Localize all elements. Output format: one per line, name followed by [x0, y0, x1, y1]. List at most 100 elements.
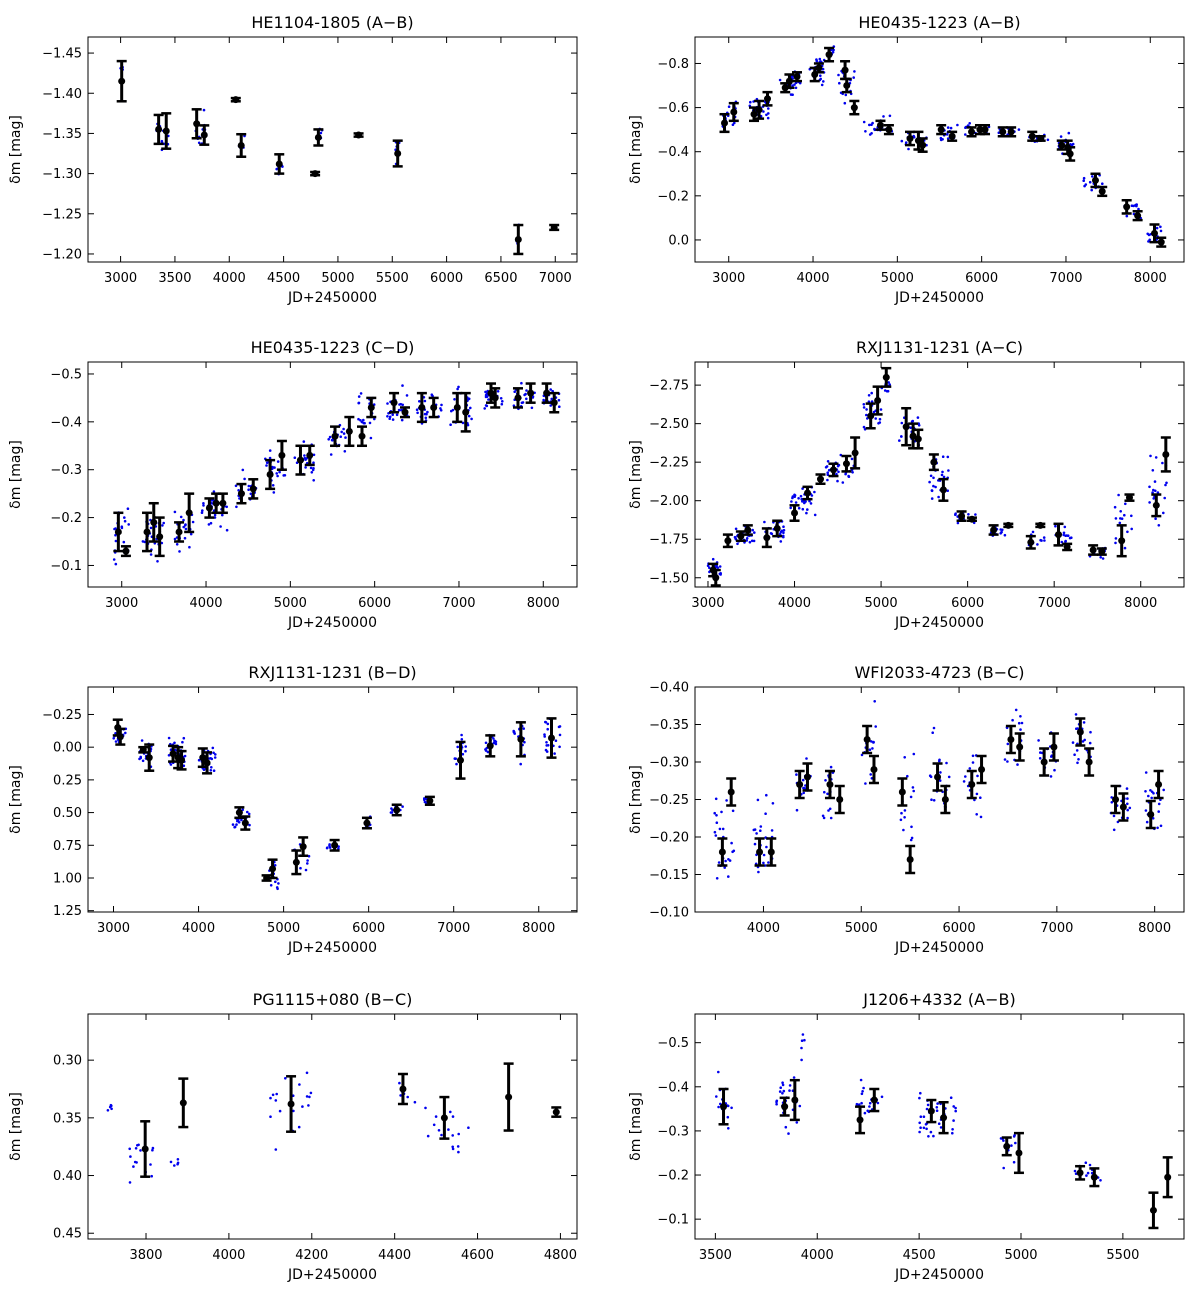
y-axis-label: δm [mag]: [628, 440, 644, 509]
y-tick-label: −0.6: [657, 101, 689, 116]
scatter-point: [426, 1134, 430, 1138]
scatter-point: [424, 1106, 427, 1110]
binned-point: [401, 408, 409, 416]
scatter-point: [911, 786, 915, 789]
scatter-point: [752, 539, 756, 543]
scatter-point: [114, 732, 117, 735]
binned-point: [456, 756, 464, 764]
scatter-point: [134, 1147, 138, 1150]
scatter-point: [903, 809, 907, 812]
scatter-point: [868, 133, 872, 136]
y-tick-label: −0.2: [50, 511, 82, 526]
scatter-point: [782, 531, 785, 535]
binned-point: [266, 471, 274, 478]
binned-point: [145, 754, 153, 762]
scatter-point: [966, 124, 970, 127]
scatter-point: [945, 133, 949, 136]
y-tick-label: −2.75: [649, 379, 689, 394]
scatter-point: [554, 739, 558, 742]
scatter-point: [936, 1102, 939, 1105]
scatter-point: [312, 461, 315, 465]
scatter-point: [128, 1181, 132, 1184]
scatter-point: [455, 762, 458, 766]
scatter-point: [1083, 184, 1086, 188]
scatter-point: [327, 438, 331, 441]
scatter-point: [202, 502, 205, 505]
scatter-point: [1144, 771, 1148, 774]
scatter-point: [1159, 229, 1163, 233]
binned-point: [1040, 758, 1048, 766]
scatter-point: [851, 471, 854, 474]
x-tick-label: 5500: [1106, 1248, 1139, 1263]
scatter-point: [767, 107, 770, 110]
scatter-point: [900, 421, 904, 425]
binned-point: [1076, 728, 1084, 736]
binned-point: [150, 518, 158, 526]
scatter-point: [1077, 758, 1080, 761]
scatter-point: [424, 416, 428, 420]
scatter-point: [278, 470, 281, 474]
x-tick-label: 8000: [1134, 271, 1167, 286]
scatter-point: [546, 722, 550, 726]
scatter-point: [546, 727, 549, 731]
scatter-point: [122, 540, 126, 544]
binned-point: [750, 110, 758, 118]
scatter-point: [1157, 524, 1161, 527]
scatter-point: [946, 126, 950, 129]
scatter-point: [200, 511, 204, 514]
scatter-point: [714, 834, 718, 837]
scatter-point: [937, 495, 940, 499]
scatter-point: [951, 1131, 954, 1135]
scatter-point: [236, 819, 239, 823]
scatter-point: [798, 81, 802, 85]
binned-point: [791, 509, 799, 517]
binned-point: [203, 759, 211, 767]
scatter-point: [151, 1148, 154, 1152]
scatter-point: [823, 790, 826, 794]
x-tick-label: 3500: [158, 271, 191, 286]
x-tick-label: 8000: [1124, 596, 1157, 611]
scatter-point: [413, 1100, 417, 1104]
scatter-point: [778, 1090, 782, 1093]
scatter-point: [974, 513, 977, 516]
scatter-point: [1118, 521, 1122, 525]
scatter-point: [169, 1160, 173, 1164]
scatter-point: [723, 866, 726, 869]
scatter-point: [954, 1106, 957, 1110]
scatter-point: [928, 774, 932, 777]
scatter-point: [822, 816, 826, 820]
y-tick-label: −0.3: [50, 463, 82, 478]
scatter-point: [1062, 533, 1065, 537]
panel-4: 3000 4000 5000 6000 7000 8000 −2.75 −2.50 −2.25 −…: [628, 338, 1185, 631]
scatter-point: [797, 506, 801, 510]
y-tick-label: −1.45: [42, 47, 82, 62]
scatter-point: [720, 810, 723, 814]
scatter-point: [954, 513, 957, 517]
scatter-point: [819, 60, 822, 63]
scatter-point: [211, 746, 215, 750]
scatter-point: [109, 1103, 113, 1107]
scatter-point: [1112, 814, 1116, 818]
scatter-point: [275, 1092, 279, 1096]
scatter-point: [499, 397, 503, 400]
scatter-point: [484, 390, 487, 394]
scatter-point: [305, 1071, 309, 1075]
scatter-point: [339, 435, 343, 439]
scatter-point: [868, 1105, 871, 1108]
scatter-point: [863, 1111, 867, 1115]
x-tick-label: 8000: [522, 921, 555, 936]
binned-point: [851, 449, 859, 457]
scatter-point: [762, 110, 765, 113]
binned-point: [114, 528, 122, 536]
scatter-point: [173, 510, 177, 514]
scatter-point: [523, 740, 526, 744]
binned-point: [882, 373, 890, 381]
x-tick-label: 3000: [712, 271, 745, 286]
binned-point: [205, 504, 213, 512]
binned-point: [724, 537, 732, 545]
scatter-point: [862, 1086, 865, 1090]
scatter-point: [160, 139, 164, 143]
x-tick-label: 5000: [881, 271, 914, 286]
scatter-point: [912, 789, 915, 793]
scatter-point: [1151, 817, 1155, 820]
